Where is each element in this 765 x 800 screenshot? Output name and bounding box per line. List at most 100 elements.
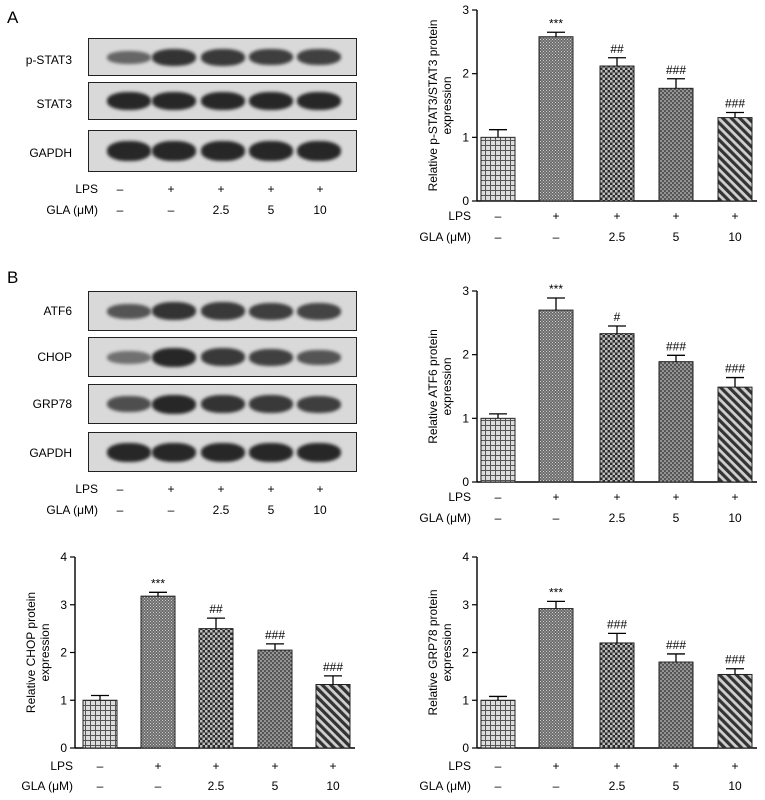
bar: [315, 683, 351, 749]
significance-label: ***: [549, 585, 563, 599]
blot-band: [201, 92, 245, 110]
bar: [480, 136, 516, 202]
gla-value: 5: [673, 779, 680, 793]
blot-band: [297, 49, 341, 65]
significance-label: ###: [725, 653, 745, 667]
lps-value: +: [316, 482, 324, 496]
blot-band: [152, 395, 196, 414]
blot-label-chop: CHOP: [37, 350, 72, 364]
gla-value: 5: [272, 779, 279, 793]
y-tick-label: 0: [60, 741, 67, 755]
blot-panel-a: p-STAT3 STAT3 GAPDH LPS GLA (μM) – + + +…: [0, 0, 400, 240]
bar: [140, 595, 176, 749]
blot-band: [249, 49, 293, 65]
lps-value: +: [552, 490, 559, 504]
blot-image-gapdh: [88, 432, 357, 472]
significance-label: ###: [666, 339, 686, 353]
blot-image-chop: [88, 337, 357, 377]
blot-band: [107, 141, 151, 161]
blot-band: [249, 303, 293, 320]
blot-band: [152, 49, 196, 66]
blot-band: [107, 443, 151, 462]
blot-band: [152, 141, 196, 161]
blot-band: [201, 395, 245, 413]
gla-value: 2.5: [212, 503, 230, 517]
blot-band: [152, 348, 196, 367]
blot-label-atf6: ATF6: [43, 304, 72, 318]
significance-label: ***: [549, 16, 563, 30]
gla-value: 10: [728, 779, 742, 793]
significance-label: ##: [209, 602, 223, 616]
gla-value: –: [167, 203, 175, 217]
blot-band: [107, 51, 151, 64]
panel-b-letter: B: [7, 268, 19, 287]
bar: [717, 673, 753, 749]
y-tick-label: 4: [462, 550, 469, 564]
gla-value: –: [116, 203, 124, 217]
lps-value: +: [217, 182, 225, 196]
gla-value: –: [495, 511, 502, 525]
gla-value: 2.5: [609, 511, 626, 525]
bar: [538, 309, 574, 483]
y-tick-label: 0: [462, 194, 469, 208]
y-tick-label: 3: [462, 3, 469, 17]
blot-band: [297, 92, 341, 110]
lps-value: +: [552, 209, 559, 223]
y-tick-label: 3: [60, 598, 67, 612]
significance-label: ###: [666, 63, 686, 77]
y-axis-label: Relative CHOP protein: [24, 592, 38, 713]
y-tick-label: 0: [462, 741, 469, 755]
lps-label: LPS: [448, 759, 471, 773]
gla-label: GLA (μM): [419, 779, 471, 793]
bar: [480, 699, 516, 749]
lps-value: +: [167, 482, 175, 496]
blot-image-gapdh: [88, 130, 357, 172]
lps-value: +: [316, 182, 324, 196]
gla-value: 5: [267, 203, 275, 217]
lps-label: LPS: [50, 759, 73, 773]
gla-value: –: [155, 779, 162, 793]
bar: [480, 417, 516, 483]
bar: [658, 361, 694, 483]
blot-band: [297, 303, 341, 320]
blot-image-grp78: [88, 384, 357, 424]
gla-value: 5: [673, 230, 680, 244]
blot-band: [201, 49, 245, 66]
gla-label: GLA (μM): [46, 203, 98, 217]
blot-image-stat3: [88, 82, 357, 120]
bar: [599, 333, 635, 483]
lps-label: LPS: [448, 490, 471, 504]
significance-label: ***: [549, 282, 563, 296]
gla-value: –: [495, 230, 502, 244]
y-tick-label: 3: [462, 284, 469, 298]
blot-band: [249, 141, 293, 161]
lps-value: –: [97, 759, 104, 773]
blot-band: [249, 395, 293, 413]
significance-label: #: [614, 310, 621, 324]
gla-value: 10: [313, 203, 327, 217]
gla-label: GLA (μM): [21, 779, 73, 793]
lps-value: +: [672, 490, 679, 504]
gla-value: 2.5: [208, 779, 225, 793]
blot-band: [297, 396, 341, 413]
bar: [717, 386, 753, 483]
y-axis-label: expression: [38, 623, 52, 681]
gla-value: –: [553, 230, 560, 244]
gla-value: –: [553, 779, 560, 793]
y-tick-label: 0: [462, 475, 469, 489]
blot-band: [152, 443, 196, 462]
y-axis-label: Relative p-STAT3/STAT3 protein: [426, 20, 440, 192]
bar: [599, 642, 635, 749]
blot-band: [201, 348, 245, 366]
lps-value: +: [731, 759, 738, 773]
y-axis-label: Relative ATF6 protein: [426, 329, 440, 444]
y-axis-label: expression: [440, 623, 454, 681]
significance-label: ***: [151, 576, 165, 590]
panel-a-letter: A: [7, 8, 19, 27]
lps-value: –: [116, 182, 124, 196]
bar: [257, 649, 293, 749]
blot-band: [249, 92, 293, 110]
bar-chart: 0 1 2 3 Relative p-STAT3/STAT3 protein expres…: [419, 3, 757, 244]
bar-chart: 0 1 2 3 4 Relative CHOP protein expression *** #…: [21, 550, 355, 793]
